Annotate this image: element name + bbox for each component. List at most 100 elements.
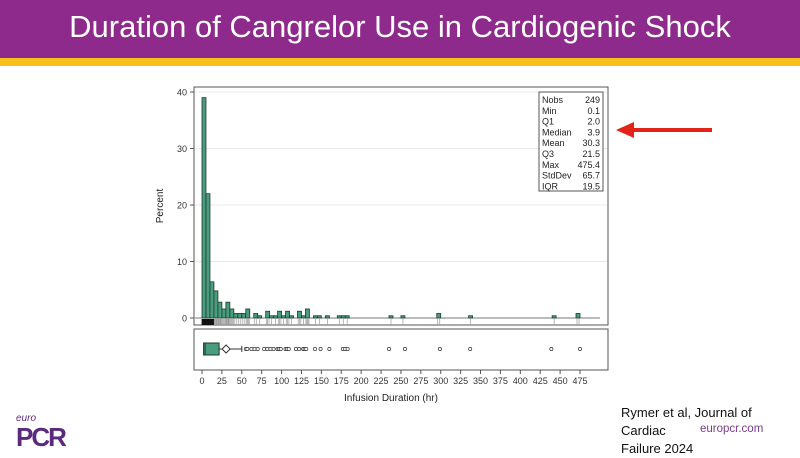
x-tick-label: 225 xyxy=(374,376,389,386)
x-tick-label: 400 xyxy=(513,376,528,386)
stats-label: IQR xyxy=(542,181,559,191)
boxplot-outlier xyxy=(345,347,350,351)
boxplot-outlier xyxy=(578,347,582,351)
citation-line-1: Rymer et al, Journal of Cardiac xyxy=(621,405,752,438)
histogram-bar xyxy=(269,315,275,319)
boxplot-outlier xyxy=(297,347,302,351)
stats-label: Max xyxy=(542,160,560,170)
boxplot-outlier xyxy=(402,347,407,351)
boxplot-outlier xyxy=(262,347,267,351)
histogram-bar xyxy=(225,301,231,319)
histogram-bar xyxy=(301,315,306,319)
histogram-bar xyxy=(253,313,259,319)
stats-value: 475.4 xyxy=(577,160,600,170)
boxplot-outlier xyxy=(327,347,332,351)
histogram-bar xyxy=(400,315,406,319)
histogram-bar xyxy=(201,97,207,319)
x-tick-label: 375 xyxy=(493,376,508,386)
histogram-bar xyxy=(213,290,219,319)
stats-label: Mean xyxy=(542,138,565,148)
boxplot-outlier xyxy=(245,347,250,351)
x-tick-label: 300 xyxy=(433,376,448,386)
website-link[interactable]: europcr.com xyxy=(700,423,764,435)
stats-value: 2.0 xyxy=(587,117,600,127)
x-tick-label: 175 xyxy=(334,376,349,386)
histogram-bar xyxy=(468,315,473,319)
histogram-bar xyxy=(257,315,263,319)
y-tick-label: 30 xyxy=(177,144,187,154)
histogram-bar xyxy=(285,310,290,319)
x-tick-label: 275 xyxy=(413,376,428,386)
stats-label: Median xyxy=(542,127,572,137)
slide-title: Duration of Cangrelor Use in Cardiogenic… xyxy=(69,9,731,44)
boxplot-outlier xyxy=(252,347,257,351)
boxplot-outlier xyxy=(278,347,283,351)
x-tick-label: 50 xyxy=(237,376,247,386)
x-tick-label: 475 xyxy=(572,376,587,386)
y-tick-label: 0 xyxy=(182,314,187,324)
histogram-bar xyxy=(205,193,211,319)
histogram-bar xyxy=(237,313,243,319)
stats-value: 19.5 xyxy=(582,181,600,191)
stats-value: 0.1 xyxy=(587,106,600,116)
histogram-bar xyxy=(217,301,223,319)
x-tick-label: 150 xyxy=(314,376,329,386)
histogram-bar xyxy=(336,315,342,319)
histogram-bar xyxy=(233,313,239,319)
x-axis-label: Infusion Duration (hr) xyxy=(344,393,438,404)
boxplot-outlier xyxy=(468,347,473,351)
x-tick-label: 100 xyxy=(274,376,289,386)
boxplot-outlier xyxy=(318,347,323,351)
histogram-bar xyxy=(241,313,247,319)
histogram-bar xyxy=(281,315,286,319)
histogram-bar xyxy=(324,315,330,319)
histogram-bar xyxy=(305,308,310,319)
histogram-bar xyxy=(229,308,235,319)
histogram-bar xyxy=(316,315,322,319)
x-tick-label: 325 xyxy=(453,376,468,386)
boxplot-outlier xyxy=(265,347,270,351)
stats-value: 30.3 xyxy=(582,138,600,148)
histogram-bar xyxy=(265,310,271,319)
histogram-bar xyxy=(277,310,282,319)
histogram-bar xyxy=(551,315,557,319)
x-tick-label: 25 xyxy=(217,376,227,386)
stats-value: 65.7 xyxy=(582,171,600,181)
boxplot-outlier xyxy=(249,347,254,351)
histogram-bar xyxy=(388,315,394,319)
histogram-bar xyxy=(344,315,350,319)
y-tick-label: 20 xyxy=(177,201,187,211)
x-tick-label: 425 xyxy=(533,376,548,386)
boxplot-outlier xyxy=(313,347,317,351)
boxplot-outlier xyxy=(387,347,391,351)
stats-table: Nobs 249 Min 0.1 Q1 2.0 Median 3.9 Mean 30.3 Q3 21.… xyxy=(538,91,604,192)
stats-label: Q3 xyxy=(542,149,554,159)
stats-value: 3.9 xyxy=(587,127,600,137)
boxplot-outlier xyxy=(286,347,291,351)
y-axis-label: Percent xyxy=(155,189,166,224)
histogram-bar xyxy=(340,315,346,319)
stats-value: 21.5 xyxy=(582,149,600,159)
histogram-frame xyxy=(193,86,609,326)
boxplot-outlier xyxy=(293,347,298,351)
x-tick-label: 125 xyxy=(294,376,309,386)
x-tick-label: 0 xyxy=(199,376,204,386)
x-tick-label: 250 xyxy=(393,376,408,386)
boxplot-outlier xyxy=(255,347,260,351)
x-tick-label: 350 xyxy=(473,376,488,386)
y-tick-label: 10 xyxy=(177,257,187,267)
stats-label: Nobs xyxy=(542,95,564,105)
boxplot-outlier xyxy=(437,347,442,351)
title-bar: Duration of Cangrelor Use in Cardiogenic… xyxy=(0,0,800,58)
x-tick-label: 75 xyxy=(257,376,267,386)
x-tick-label: 200 xyxy=(354,376,369,386)
accent-band xyxy=(0,58,800,66)
stats-label: Min xyxy=(542,106,557,116)
histogram-bar xyxy=(273,315,279,319)
boxplot-outlier xyxy=(549,347,554,351)
x-tick-label: 450 xyxy=(553,376,568,386)
histogram-bar xyxy=(436,313,442,319)
boxplot-mean-marker xyxy=(221,344,231,354)
histogram-bar xyxy=(209,281,215,319)
